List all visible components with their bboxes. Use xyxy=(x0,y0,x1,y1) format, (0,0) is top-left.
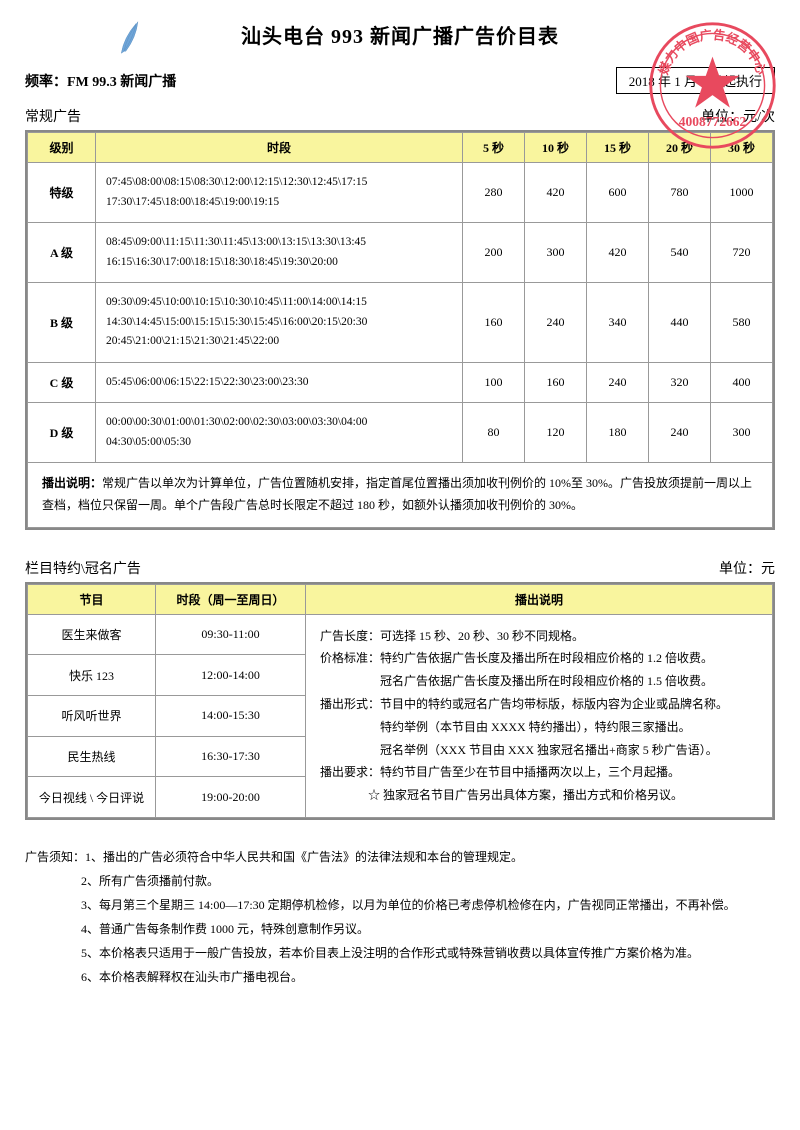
notice-item: 1、播出的广告必须符合中华人民共和国《广告法》的法律法规和本台的管理规定。 xyxy=(85,850,523,864)
section2-header: 栏目特约\冠名广告 单位：元 xyxy=(25,558,775,578)
notice-item: 4、普通广告每条制作费 1000 元，特殊创意制作另议。 xyxy=(25,917,775,941)
price-cell: 160 xyxy=(525,362,587,403)
table-row: C 级05:45\06:00\06:15\22:15\22:30\23:00\2… xyxy=(28,362,773,403)
notice-item: 5、本价格表只适用于一般广告投放，若本价目表上没注明的合作形式或特殊营销收费以具… xyxy=(25,941,775,965)
table-row: 特级07:45\08:00\08:15\08:30\12:00\12:15\12… xyxy=(28,163,773,223)
price-cell: 600 xyxy=(587,163,649,223)
feather-logo-icon xyxy=(115,20,145,55)
table-row: 医生来做客09:30-11:00广告长度：可选择 15 秒、20 秒、30 秒不… xyxy=(28,614,773,655)
price-cell: 580 xyxy=(711,283,773,363)
t1-header-0: 级别 xyxy=(28,133,96,163)
price-cell: 420 xyxy=(587,223,649,283)
timeslot-cell: 00:00\00:30\01:00\01:30\02:00\02:30\03:0… xyxy=(96,403,463,463)
table-row: A 级08:45\09:00\11:15\11:30\11:45\13:00\1… xyxy=(28,223,773,283)
price-cell: 1000 xyxy=(711,163,773,223)
frequency-row: 频率：FM 99.3 新闻广播 2018 年 1 月 1 日起执行 xyxy=(25,67,775,94)
tier-cell: C 级 xyxy=(28,362,96,403)
t1-header-2: 5 秒 xyxy=(463,133,525,163)
page-header: 汕头电台 993 新闻广播广告价目表 xyxy=(25,20,775,49)
t1-header-4: 15 秒 xyxy=(587,133,649,163)
notice-item: 6、本价格表解释权在汕头市广播电视台。 xyxy=(25,965,775,989)
tier-cell: 特级 xyxy=(28,163,96,223)
tier-cell: D 级 xyxy=(28,403,96,463)
table-row: B 级09:30\09:45\10:00\10:15\10:30\10:45\1… xyxy=(28,283,773,363)
price-cell: 420 xyxy=(525,163,587,223)
table-row: D 级00:00\00:30\01:00\01:30\02:00\02:30\0… xyxy=(28,403,773,463)
unit-label-2: 单位：元 xyxy=(719,558,775,578)
price-cell: 240 xyxy=(649,403,711,463)
price-cell: 200 xyxy=(463,223,525,283)
price-cell: 720 xyxy=(711,223,773,283)
notices-label: 广告须知： xyxy=(25,850,85,864)
price-cell: 440 xyxy=(649,283,711,363)
price-cell: 340 xyxy=(587,283,649,363)
notice-item: 3、每月第三个星期三 14:00—17:30 定期停机检修，以月为单位的价格已考… xyxy=(25,893,775,917)
program-cell: 快乐 123 xyxy=(28,655,156,696)
program-cell: 今日视线 \ 今日评说 xyxy=(28,777,156,818)
program-ad-table-wrapper: 节目时段（周一至周日）播出说明 医生来做客09:30-11:00广告长度：可选择… xyxy=(25,582,775,820)
t2-header-2: 播出说明 xyxy=(306,584,773,614)
price-cell: 240 xyxy=(525,283,587,363)
note-label: 播出说明： xyxy=(42,476,102,490)
section1-title: 常规广告 xyxy=(25,106,81,126)
program-cell: 医生来做客 xyxy=(28,614,156,655)
t1-header-3: 10 秒 xyxy=(525,133,587,163)
program-time-cell: 14:00-15:30 xyxy=(156,696,306,737)
t1-header-5: 20 秒 xyxy=(649,133,711,163)
section1-header: 常规广告 单位：元/次 xyxy=(25,106,775,126)
unit-label-1: 单位：元/次 xyxy=(701,106,775,126)
price-cell: 100 xyxy=(463,362,525,403)
ad-notices: 广告须知：1、播出的广告必须符合中华人民共和国《广告法》的法律法规和本台的管理规… xyxy=(25,845,775,989)
price-cell: 240 xyxy=(587,362,649,403)
program-ad-table: 节目时段（周一至周日）播出说明 医生来做客09:30-11:00广告长度：可选择… xyxy=(27,584,773,818)
regular-ad-table-wrapper: 级别时段5 秒10 秒15 秒20 秒30 秒 特级07:45\08:00\08… xyxy=(25,130,775,530)
program-time-cell: 09:30-11:00 xyxy=(156,614,306,655)
price-cell: 180 xyxy=(587,403,649,463)
tier-cell: A 级 xyxy=(28,223,96,283)
price-cell: 280 xyxy=(463,163,525,223)
timeslot-cell: 07:45\08:00\08:15\08:30\12:00\12:15\12:3… xyxy=(96,163,463,223)
execution-date-box: 2018 年 1 月 1 日起执行 xyxy=(616,67,775,94)
program-time-cell: 16:30-17:30 xyxy=(156,736,306,777)
timeslot-cell: 08:45\09:00\11:15\11:30\11:45\13:00\13:1… xyxy=(96,223,463,283)
tier-cell: B 级 xyxy=(28,283,96,363)
t2-header-1: 时段（周一至周日） xyxy=(156,584,306,614)
frequency-label: 频率：FM 99.3 新闻广播 xyxy=(25,71,176,91)
price-cell: 320 xyxy=(649,362,711,403)
price-cell: 400 xyxy=(711,362,773,403)
program-cell: 民生热线 xyxy=(28,736,156,777)
price-cell: 160 xyxy=(463,283,525,363)
notice-item: 2、所有广告须播前付款。 xyxy=(25,869,775,893)
t1-header-6: 30 秒 xyxy=(711,133,773,163)
t1-header-1: 时段 xyxy=(96,133,463,163)
program-time-cell: 12:00-14:00 xyxy=(156,655,306,696)
note-text: 常规广告以单次为计算单位，广告位置随机安排，指定首尾位置播出须加收刊例价的 10… xyxy=(42,476,752,512)
broadcast-note-cell: 播出说明：常规广告以单次为计算单位，广告位置随机安排，指定首尾位置播出须加收刊例… xyxy=(28,463,773,527)
section2-title: 栏目特约\冠名广告 xyxy=(25,558,141,578)
price-cell: 540 xyxy=(649,223,711,283)
price-cell: 120 xyxy=(525,403,587,463)
program-cell: 听风听世界 xyxy=(28,696,156,737)
regular-ad-table: 级别时段5 秒10 秒15 秒20 秒30 秒 特级07:45\08:00\08… xyxy=(27,132,773,528)
program-time-cell: 19:00-20:00 xyxy=(156,777,306,818)
price-cell: 80 xyxy=(463,403,525,463)
program-desc-cell: 广告长度：可选择 15 秒、20 秒、30 秒不同规格。价格标准：特约广告依据广… xyxy=(306,614,773,817)
price-cell: 780 xyxy=(649,163,711,223)
price-cell: 300 xyxy=(711,403,773,463)
timeslot-cell: 09:30\09:45\10:00\10:15\10:30\10:45\11:0… xyxy=(96,283,463,363)
timeslot-cell: 05:45\06:00\06:15\22:15\22:30\23:00\23:3… xyxy=(96,362,463,403)
price-cell: 300 xyxy=(525,223,587,283)
t2-header-0: 节目 xyxy=(28,584,156,614)
